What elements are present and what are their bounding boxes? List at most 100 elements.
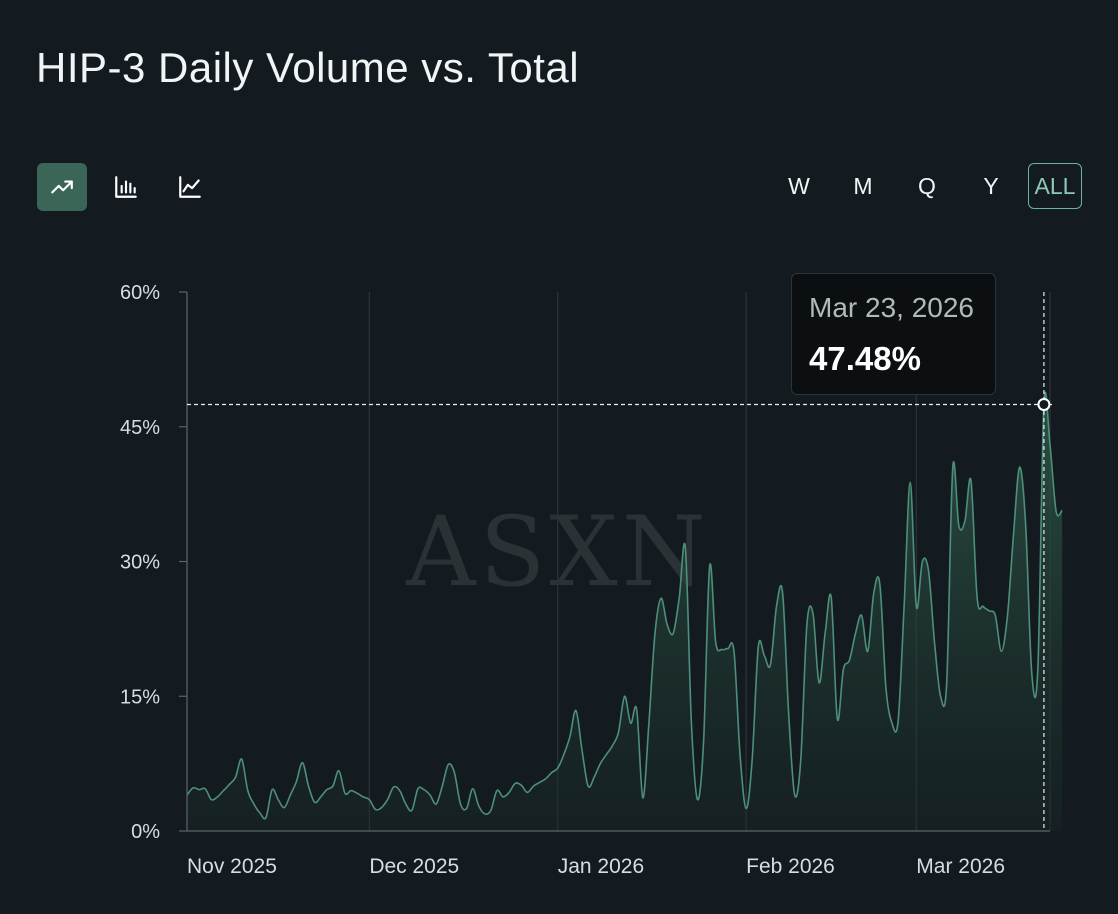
x-tick-label: Dec 2025 [369, 855, 459, 878]
data-point [380, 806, 384, 810]
data-point [598, 762, 602, 766]
data-point [550, 771, 554, 775]
data-point [568, 735, 572, 739]
range-year-button[interactable]: Y [983, 172, 999, 199]
data-point [951, 465, 955, 469]
data-point [538, 781, 542, 785]
data-point [294, 780, 298, 784]
data-point [884, 685, 888, 689]
data-point [234, 775, 238, 779]
data-point [781, 591, 785, 595]
data-point [428, 793, 432, 797]
data-point [325, 788, 329, 792]
data-point [501, 795, 505, 799]
data-point [191, 786, 195, 790]
data-point [592, 775, 596, 779]
data-point [489, 808, 493, 812]
data-point [258, 811, 262, 815]
data-point [847, 658, 851, 662]
data-point [939, 694, 943, 698]
chart-type-toolbar [37, 163, 215, 211]
data-point [331, 784, 335, 788]
data-point [878, 582, 882, 586]
data-point [1030, 672, 1034, 676]
data-point [440, 784, 444, 788]
data-point [653, 631, 657, 635]
data-point [343, 791, 347, 795]
data-point [373, 807, 377, 811]
data-point [1036, 667, 1040, 671]
data-point [817, 681, 821, 685]
data-point [1060, 508, 1064, 512]
line-chart-button[interactable] [165, 163, 215, 211]
data-point [629, 721, 633, 725]
data-point [969, 479, 973, 483]
data-point [787, 712, 791, 716]
data-point [507, 790, 511, 794]
data-point [696, 798, 700, 802]
series-area [187, 392, 1063, 831]
data-point [1018, 465, 1022, 469]
data-point [890, 721, 894, 725]
page-title: HIP-3 Daily Volume vs. Total [36, 44, 580, 91]
data-point [301, 761, 305, 765]
data-point [228, 782, 232, 786]
data-point [993, 613, 997, 617]
watermark-text: ASXN [405, 496, 709, 608]
trend-chart-button[interactable] [37, 163, 87, 211]
data-point [617, 730, 621, 734]
data-point [841, 667, 845, 671]
data-point [908, 480, 912, 484]
data-point [902, 604, 906, 608]
data-point [677, 595, 681, 599]
data-point [945, 681, 949, 685]
data-point [416, 787, 420, 791]
data-point [933, 640, 937, 644]
range-quarter-button[interactable]: Q [918, 172, 936, 199]
chart-tooltip: Mar 23, 2026 47.48% [791, 273, 996, 395]
data-point [975, 595, 979, 599]
data-point [823, 631, 827, 635]
data-point [404, 802, 408, 806]
data-point [671, 631, 675, 635]
bar-chart-button[interactable] [101, 163, 151, 211]
data-point [270, 788, 274, 792]
data-point [355, 791, 359, 795]
data-point [750, 757, 754, 761]
data-point [209, 798, 213, 802]
data-point [477, 804, 481, 808]
data-point [288, 793, 292, 797]
data-point [744, 807, 748, 811]
x-tick-label: Nov 2025 [187, 855, 277, 878]
tooltip-value: 47.48% [809, 340, 921, 377]
data-point [531, 784, 535, 788]
range-all-button[interactable]: ALL [1028, 163, 1082, 209]
data-point [957, 524, 961, 528]
data-point [987, 609, 991, 613]
data-point [811, 612, 815, 616]
data-point [714, 640, 718, 644]
data-point [981, 604, 985, 608]
x-tick-label: Mar 2026 [916, 855, 1005, 878]
data-point [927, 569, 931, 573]
range-month-button[interactable]: M [853, 172, 873, 199]
y-tick-label: 45% [120, 417, 160, 439]
data-point [264, 816, 268, 820]
data-point [829, 595, 833, 599]
data-point [361, 795, 365, 799]
data-point [635, 708, 639, 712]
data-point [367, 798, 371, 802]
data-point [319, 795, 323, 799]
data-point [483, 812, 487, 816]
data-point [860, 613, 864, 617]
data-point [610, 744, 614, 748]
data-point [799, 757, 803, 761]
data-point [586, 784, 590, 788]
tooltip-date: Mar 23, 2026 [809, 292, 974, 323]
highlight-point[interactable] [1037, 397, 1051, 411]
range-week-button[interactable]: W [788, 172, 810, 199]
data-point [647, 721, 651, 725]
data-point [410, 808, 414, 812]
data-point [495, 789, 499, 793]
